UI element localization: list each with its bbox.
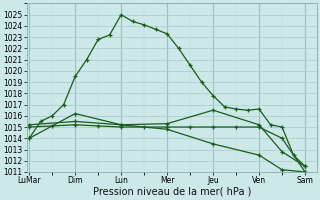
X-axis label: Pression niveau de la mer( hPa ): Pression niveau de la mer( hPa ) [92,187,251,197]
